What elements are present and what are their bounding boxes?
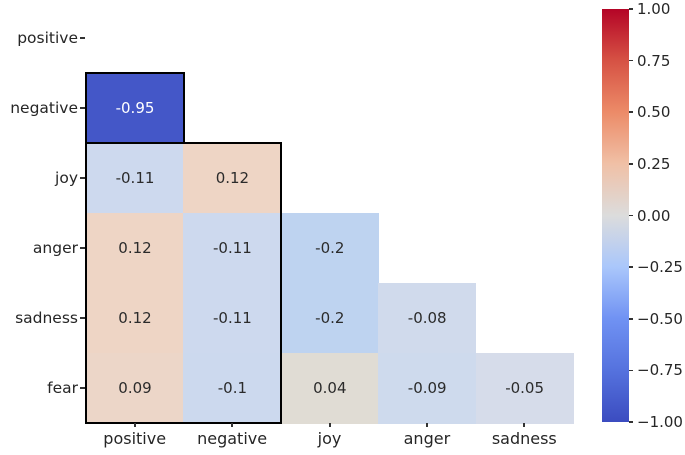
colorbar-tick [629, 111, 633, 114]
colorbar-tick-label: 0.50 [637, 103, 671, 122]
heatmap-cell: -0.2 [280, 213, 379, 284]
colorbar-tick [629, 369, 633, 372]
y-tick [80, 37, 85, 39]
heatmap-cell: 0.09 [86, 353, 184, 424]
colorbar-tick-label: −0.50 [637, 309, 683, 328]
colorbar-tick-label: 0.25 [637, 154, 671, 173]
heatmap-cell: -0.95 [86, 73, 184, 144]
heatmap-cell: 0.12 [183, 143, 282, 214]
heatmap-cell: 0.12 [86, 283, 184, 354]
x-tick [328, 423, 331, 427]
y-tick [80, 317, 85, 319]
colorbar [602, 9, 629, 422]
x-tick [231, 423, 234, 427]
row-label-sadness: sadness [15, 309, 78, 327]
col-label-negative: negative [197, 429, 268, 448]
heatmap-cell: -0.2 [280, 283, 379, 354]
y-tick [80, 387, 85, 389]
col-label-sadness: sadness [491, 429, 557, 448]
row-label-fear: fear [47, 379, 78, 397]
colorbar-tick-label: −0.75 [637, 361, 683, 380]
heatmap-cell: -0.11 [183, 213, 282, 284]
colorbar-tick [629, 317, 633, 320]
colorbar-tick [629, 421, 633, 423]
heatmap-cell: -0.09 [378, 353, 477, 424]
heatmap-cell: -0.1 [183, 353, 282, 424]
y-tick [80, 247, 85, 249]
colorbar-tick-label: 0.75 [637, 51, 671, 70]
colorbar-tick-label: −1.00 [637, 413, 683, 431]
colorbar-tick [629, 163, 633, 165]
colorbar-tick [629, 8, 633, 10]
col-label-positive: positive [103, 429, 167, 448]
row-label-positive: positive [17, 29, 78, 47]
colorbar-tick-label: −0.25 [637, 258, 683, 277]
colorbar-tick-label: 0.00 [637, 206, 671, 225]
colorbar-tick [629, 59, 633, 62]
heatmap-cell: 0.12 [86, 213, 184, 284]
heatmap-cell: 0.04 [280, 353, 379, 424]
heatmap-cell: -0.11 [86, 143, 184, 214]
col-label-anger: anger [403, 429, 451, 448]
row-label-joy: joy [55, 169, 78, 187]
heatmap-cell: -0.05 [475, 353, 574, 424]
col-label-joy: joy [317, 429, 342, 448]
heatmap-cell: -0.11 [183, 283, 282, 354]
x-tick [133, 423, 136, 427]
colorbar-tick [629, 214, 633, 217]
row-label-negative: negative [10, 99, 78, 117]
x-tick [425, 423, 428, 427]
colorbar-tick-label: 1.00 [637, 0, 671, 18]
x-tick [523, 423, 526, 427]
colorbar-tick [629, 266, 633, 268]
row-label-anger: anger [32, 239, 78, 257]
y-tick [80, 177, 85, 179]
heatmap-cell: -0.08 [378, 283, 477, 354]
y-tick [80, 107, 85, 109]
